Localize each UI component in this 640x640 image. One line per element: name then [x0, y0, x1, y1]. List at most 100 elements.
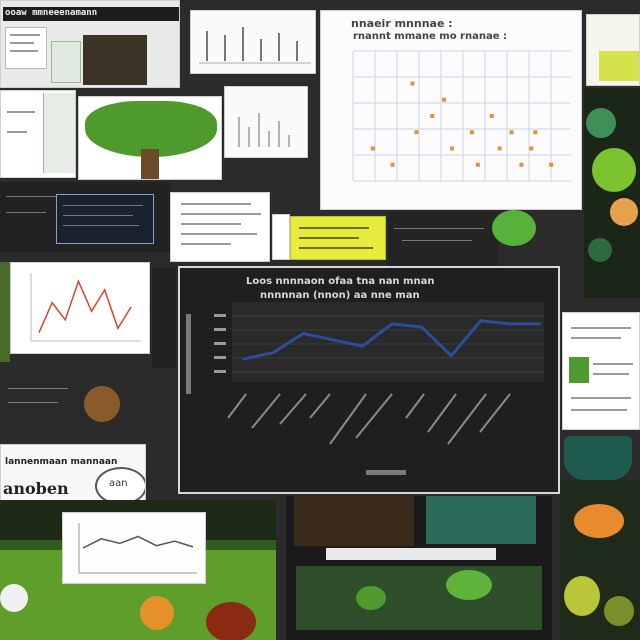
- dark-plot-area: [232, 302, 544, 382]
- chalk-side-notes: [152, 268, 176, 368]
- sticky-note: [599, 51, 639, 81]
- dark-chart-point: [390, 322, 394, 326]
- dark-chart-point: [360, 344, 364, 348]
- right-doc: [562, 312, 640, 430]
- flower-orange: [574, 504, 624, 538]
- orange-flower: [140, 596, 174, 630]
- ytick: [214, 342, 226, 345]
- dark-chart-panel: Loos nnnnaon ofaa tna nan mnan nnnnnan (…: [178, 266, 560, 494]
- chalk-sketch-band: [0, 374, 168, 438]
- left-plant-strip: [0, 262, 10, 362]
- ytick: [214, 370, 226, 373]
- yellow-sticky: [290, 216, 386, 260]
- scatter-point: [509, 130, 514, 135]
- top-right-note: [586, 14, 640, 86]
- garden-soil: [294, 496, 414, 546]
- mini-photo: [83, 35, 147, 85]
- scatter-point: [450, 146, 455, 151]
- leaf-cluster: [604, 596, 634, 626]
- gauge-circle: [95, 467, 145, 501]
- scatter-point: [519, 162, 524, 167]
- scatter-point: [533, 130, 538, 135]
- ytick: [214, 314, 226, 317]
- green-leaf-sticker: [492, 210, 536, 246]
- teal-planter: [564, 436, 632, 480]
- screenshot-panel: [0, 90, 76, 178]
- ytick: [214, 356, 226, 359]
- chalk-band-1: [0, 182, 170, 252]
- scatter-point: [410, 81, 415, 86]
- dark-chart-point: [479, 319, 483, 323]
- scatter-title-2: rnannt mmane mo rnanae :: [353, 31, 507, 42]
- scatter-point: [549, 162, 554, 167]
- top-left-screenshot: ooaw mmneeenamann: [0, 0, 180, 88]
- dark-chart-point: [508, 322, 512, 326]
- flower-1: [610, 198, 638, 226]
- scatter-point: [390, 162, 395, 167]
- doc-green-icon: [569, 357, 589, 383]
- document-card: [170, 192, 270, 262]
- garden-bed: [296, 566, 542, 630]
- tree-card: [78, 96, 222, 180]
- scatter-point: [529, 146, 534, 151]
- leaf-1: [586, 108, 616, 138]
- dark-chart-title-1: Loos nnnnaon ofaa tna nan mnan: [246, 276, 435, 287]
- dark-chart-svg: [186, 302, 544, 475]
- dark-chart-point: [420, 325, 424, 329]
- left-banner-line1: lannenmaan mannaan: [5, 457, 118, 467]
- scatter-point: [469, 130, 474, 135]
- garden-label-strip: [326, 548, 496, 560]
- dark-xaxis-title: [366, 470, 406, 475]
- dark-chart-point: [301, 331, 305, 335]
- dark-chart-point: [242, 357, 246, 361]
- clock-sticker: [0, 584, 28, 612]
- top-left-banner: [3, 7, 179, 21]
- garden-leaf: [356, 586, 386, 610]
- dark-chart-point: [538, 322, 542, 326]
- garden-plant-box: [426, 496, 536, 544]
- mini-window: [5, 27, 47, 69]
- dark-chart-point: [331, 338, 335, 342]
- mini-table: [51, 41, 81, 83]
- garden-scene: [286, 496, 552, 640]
- wave-chart-svg: [78, 523, 197, 574]
- scatter-point: [475, 162, 480, 167]
- dark-xaxis-labels: [227, 393, 511, 445]
- sketch-plant: [84, 386, 120, 422]
- scatter-point: [370, 146, 375, 151]
- dark-yaxis-title: [186, 314, 191, 394]
- left-banner: lannenmaan mannaan anoben aan: [0, 444, 146, 502]
- dark-chart-point: [449, 354, 453, 358]
- plant-collage: [584, 88, 640, 298]
- flower-yellow: [564, 576, 600, 616]
- red-line-chart: [10, 262, 150, 354]
- red-chart-series-line: [38, 279, 132, 334]
- dark-grid: [232, 315, 544, 373]
- scatter-point: [489, 114, 494, 118]
- red-flower: [206, 602, 256, 640]
- dark-chart-title-2: nnnnnan (nnon) aa nne man: [260, 290, 420, 301]
- scatter-point: [497, 146, 502, 151]
- side-panel: [43, 93, 75, 173]
- bar-chart-card: [190, 10, 316, 74]
- chalk-band-2: [388, 212, 498, 266]
- mini-chart-svg: [238, 113, 290, 147]
- flower-collage: [560, 480, 640, 640]
- wave-chart-series-line: [82, 535, 194, 549]
- scatter-title-1: nnaeir mnnnae :: [351, 17, 453, 30]
- scatter-panel: nnaeir mnnnae : rnannt mmane mo rnanae :: [320, 10, 582, 210]
- tree-canopy: [85, 101, 217, 157]
- gauge-label: aan: [109, 478, 128, 489]
- top-left-banner-text: ooaw mmneeenamann: [5, 8, 98, 18]
- red-chart-svg: [30, 273, 141, 342]
- ytick: [214, 328, 226, 331]
- bar-chart-svg: [199, 27, 311, 64]
- scatter-point: [430, 114, 435, 118]
- scatter-grid: [352, 50, 571, 182]
- scatter-plot: [352, 50, 571, 182]
- left-banner-line2: anoben: [3, 479, 69, 498]
- dark-yaxis-ticks: [214, 314, 226, 373]
- scatter-point: [414, 130, 419, 135]
- leaf-2: [592, 148, 636, 192]
- dark-chart-point: [272, 351, 276, 355]
